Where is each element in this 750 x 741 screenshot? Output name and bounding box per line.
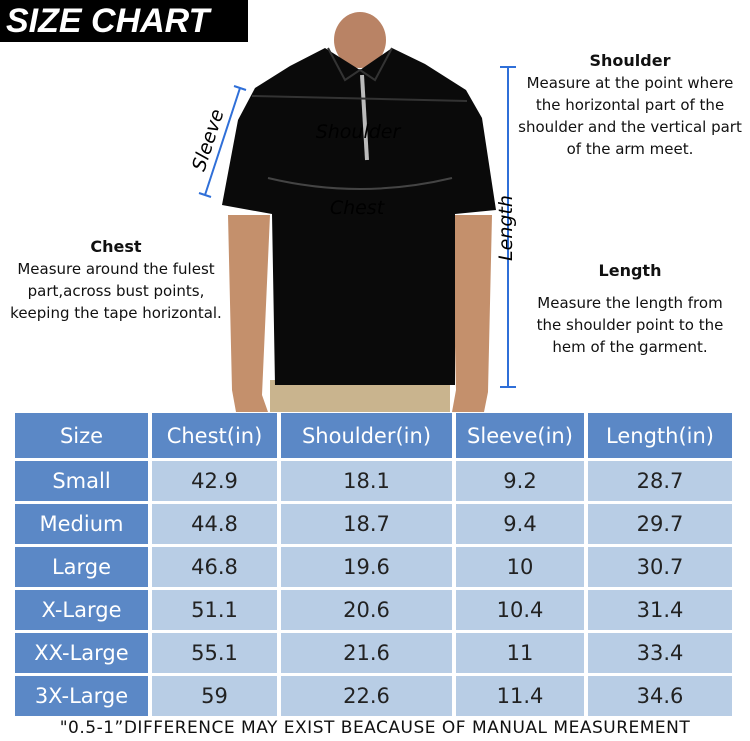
value-cell: 9.2 — [456, 461, 584, 501]
value-cell: 33.4 — [588, 633, 732, 673]
value-cell: 44.8 — [152, 504, 277, 544]
value-cell: 51.1 — [152, 590, 277, 630]
value-cell: 29.7 — [588, 504, 732, 544]
note-title: Length — [598, 261, 662, 280]
note-title: Chest — [90, 237, 142, 256]
value-cell: 42.9 — [152, 461, 277, 501]
value-cell: 11.4 — [456, 676, 584, 716]
title: SIZE CHART — [0, 0, 248, 42]
column-header: Size — [15, 413, 148, 458]
note-line: of the arm meet. — [566, 140, 694, 158]
note-line: the horizontal part of the — [535, 96, 725, 114]
note-line: the shoulder point to the — [536, 316, 724, 334]
value-cell: 20.6 — [281, 590, 452, 630]
figure: Shoulder Chest Sleeve Length — [188, 12, 517, 412]
note-line: Measure around the fulest — [17, 260, 215, 278]
length-label: Length — [495, 195, 517, 261]
note-line: keeping the tape horizontal. — [10, 304, 222, 322]
size-cell: 3X-Large — [15, 676, 148, 716]
value-cell: 59 — [152, 676, 277, 716]
value-cell: 30.7 — [588, 547, 732, 587]
column-header: Sleeve(in) — [456, 413, 584, 458]
note-line: Measure at the point where — [526, 74, 734, 92]
value-cell: 18.1 — [281, 461, 452, 501]
note-line: hem of the garment. — [552, 338, 708, 356]
column-header: Chest(in) — [152, 413, 277, 458]
value-cell: 34.6 — [588, 676, 732, 716]
value-cell: 21.6 — [281, 633, 452, 673]
note-title: Shoulder — [589, 51, 671, 70]
chest-note: Chest Measure around the fulest part,acr… — [0, 236, 232, 324]
value-cell: 10.4 — [456, 590, 584, 630]
shoulder-label: Shoulder — [316, 121, 402, 143]
footer-note: "0.5-1”DIFFERENCE MAY EXIST BEACAUSE OF … — [59, 718, 691, 738]
note-line: shoulder and the vertical part — [518, 118, 742, 136]
size-cell: XX-Large — [15, 633, 148, 673]
value-cell: 10 — [456, 547, 584, 587]
length-note: Length Measure the length from the shoul… — [515, 260, 745, 358]
value-cell: 9.4 — [456, 504, 584, 544]
note-line: Measure the length from — [537, 294, 723, 312]
column-header: Shoulder(in) — [281, 413, 452, 458]
value-cell: 28.7 — [588, 461, 732, 501]
value-cell: 55.1 — [152, 633, 277, 673]
value-cell: 22.6 — [281, 676, 452, 716]
size-cell: X-Large — [15, 590, 148, 630]
size-cell: Medium — [15, 504, 148, 544]
note-line: part,across bust points, — [27, 282, 205, 300]
value-cell: 31.4 — [588, 590, 732, 630]
value-cell: 19.6 — [281, 547, 452, 587]
value-cell: 18.7 — [281, 504, 452, 544]
shoulder-note: Shoulder Measure at the point where the … — [505, 50, 750, 160]
chest-label: Chest — [330, 197, 386, 219]
size-cell: Large — [15, 547, 148, 587]
column-header: Length(in) — [588, 413, 732, 458]
size-cell: Small — [15, 461, 148, 501]
value-cell: 46.8 — [152, 547, 277, 587]
value-cell: 11 — [456, 633, 584, 673]
